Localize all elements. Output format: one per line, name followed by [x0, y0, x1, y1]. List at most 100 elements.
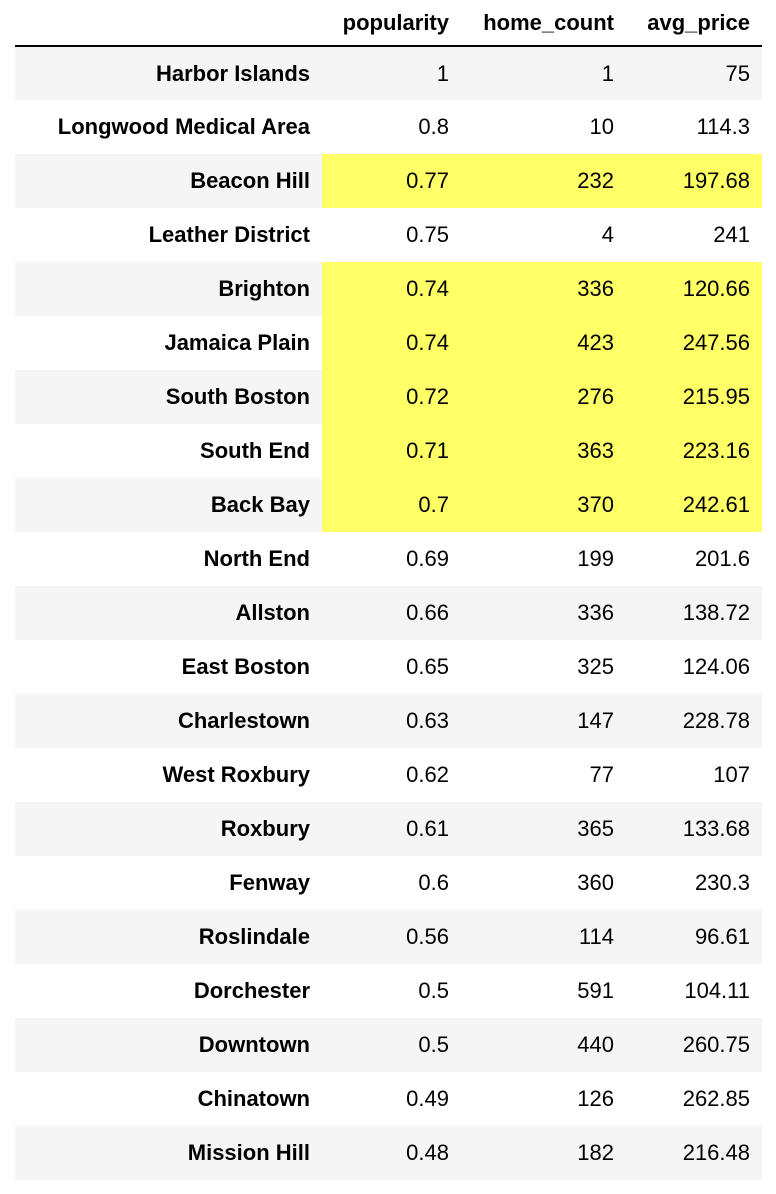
cell-home-count: 591	[577, 978, 614, 1003]
row-label: West Roxbury	[162, 762, 310, 787]
cell-avg-price: 260.75	[682, 1032, 750, 1057]
cell-home-count: 336	[461, 262, 626, 316]
cell-popularity: 0.77	[322, 154, 461, 208]
cell-popularity: 0.74	[322, 262, 461, 316]
cell-home-count: 147	[577, 708, 614, 733]
row-label: Downtown	[198, 1032, 310, 1057]
cell-avg-price: 124.06	[682, 654, 750, 679]
dataframe-table: popularity home_count avg_price Harbor I…	[15, 0, 762, 1180]
row-label: Harbor Islands	[155, 60, 310, 86]
row-label: Longwood Medical Area	[57, 114, 310, 139]
cell-avg-price: 228.78	[682, 708, 750, 733]
cell-home-count: 1	[601, 60, 614, 86]
table-row: South Boston 0.72 276 215.95	[15, 370, 762, 424]
cell-home-count: 276	[461, 370, 626, 424]
table-row: Downtown 0.5 440 260.75	[15, 1018, 762, 1072]
cell-avg-price: 107	[713, 762, 750, 787]
cell-home-count: 10	[589, 114, 614, 139]
table-row: Harbor Islands 1 1 75	[15, 46, 762, 100]
table-row: Charlestown 0.63 147 228.78	[15, 694, 762, 748]
cell-popularity: 0.7	[322, 478, 461, 532]
table-body: Harbor Islands 1 1 75 Longwood Medical Area 0…	[15, 46, 762, 1180]
cell-popularity: 0.74	[322, 316, 461, 370]
cell-avg-price: 223.16	[626, 424, 762, 478]
cell-popularity: 0.69	[406, 546, 449, 571]
cell-home-count: 336	[577, 600, 614, 625]
table-row: Leather District 0.75 4 241	[15, 208, 762, 262]
row-label: Dorchester	[193, 978, 310, 1003]
cell-popularity: 0.5	[418, 978, 449, 1003]
cell-avg-price: 215.95	[626, 370, 762, 424]
table-row: Jamaica Plain 0.74 423 247.56	[15, 316, 762, 370]
column-header-popularity: popularity	[322, 0, 461, 47]
cell-home-count: 4	[601, 222, 614, 247]
table-row: Chinatown 0.49 126 262.85	[15, 1072, 762, 1126]
table-row: Mission Hill 0.48 182 216.48	[15, 1126, 762, 1180]
table-row: Back Bay 0.7 370 242.61	[15, 478, 762, 532]
cell-home-count: 182	[577, 1140, 614, 1165]
cell-popularity: 0.62	[406, 762, 449, 787]
cell-popularity: 1	[436, 60, 449, 86]
row-label: Roslindale	[198, 924, 310, 949]
row-label: Allston	[235, 600, 310, 625]
cell-popularity: 0.65	[406, 654, 449, 679]
header-row: popularity home_count avg_price	[15, 0, 762, 47]
cell-home-count: 440	[577, 1032, 614, 1057]
cell-avg-price: 201.6	[694, 546, 750, 571]
cell-popularity: 0.66	[406, 600, 449, 625]
cell-popularity: 0.61	[406, 816, 449, 841]
cell-avg-price: 138.72	[682, 600, 750, 625]
row-label: South End	[200, 438, 310, 463]
cell-home-count: 114	[578, 924, 614, 949]
cell-avg-price: 120.66	[626, 262, 762, 316]
cell-home-count: 360	[577, 870, 614, 895]
table-row: Brighton 0.74 336 120.66	[15, 262, 762, 316]
cell-avg-price: 133.68	[682, 816, 750, 841]
cell-home-count: 423	[461, 316, 626, 370]
cell-avg-price: 104.11	[684, 978, 750, 1003]
table-row: Beacon Hill 0.77 232 197.68	[15, 154, 762, 208]
cell-home-count: 126	[577, 1086, 614, 1111]
table-row: Allston 0.66 336 138.72	[15, 586, 762, 640]
row-label: Leather District	[148, 222, 310, 247]
column-header-avg-price: avg_price	[626, 0, 762, 47]
cell-avg-price: 247.56	[626, 316, 762, 370]
row-label: South Boston	[165, 384, 310, 409]
row-label: Mission Hill	[187, 1140, 310, 1165]
row-label: Roxbury	[220, 816, 310, 841]
cell-popularity: 0.56	[406, 924, 449, 949]
cell-home-count: 77	[589, 762, 614, 787]
row-label: Chinatown	[197, 1086, 310, 1111]
cell-popularity: 0.6	[418, 870, 449, 895]
row-label: Charlestown	[177, 708, 310, 733]
table-row: South End 0.71 363 223.16	[15, 424, 762, 478]
row-label: Back Bay	[210, 492, 310, 517]
cell-avg-price: 114.3	[696, 114, 750, 139]
cell-avg-price: 242.61	[626, 478, 762, 532]
cell-popularity: 0.75	[406, 222, 449, 247]
table-row: North End 0.69 199 201.6	[15, 532, 762, 586]
cell-home-count: 199	[577, 546, 614, 571]
cell-home-count: 363	[461, 424, 626, 478]
row-label: Beacon Hill	[190, 168, 310, 193]
column-header-home-count: home_count	[461, 0, 626, 47]
cell-popularity: 0.8	[418, 114, 449, 139]
table-row: Longwood Medical Area 0.8 10 114.3	[15, 100, 762, 154]
cell-home-count: 365	[577, 816, 614, 841]
table-row: Roslindale 0.56 114 96.61	[15, 910, 762, 964]
table-row: Dorchester 0.5 591 104.11	[15, 964, 762, 1018]
table-row: East Boston 0.65 325 124.06	[15, 640, 762, 694]
cell-popularity: 0.48	[406, 1140, 449, 1165]
row-label: Fenway	[229, 870, 310, 895]
cell-home-count: 232	[461, 154, 626, 208]
table-row: Fenway 0.6 360 230.3	[15, 856, 762, 910]
row-label: East Boston	[181, 654, 310, 679]
cell-avg-price: 216.48	[682, 1140, 750, 1165]
cell-popularity: 0.72	[322, 370, 461, 424]
cell-avg-price: 230.3	[694, 870, 750, 895]
cell-home-count: 325	[577, 654, 614, 679]
cell-popularity: 0.63	[406, 708, 449, 733]
cell-home-count: 370	[461, 478, 626, 532]
row-label: Brighton	[218, 276, 310, 301]
cell-popularity: 0.49	[406, 1086, 449, 1111]
